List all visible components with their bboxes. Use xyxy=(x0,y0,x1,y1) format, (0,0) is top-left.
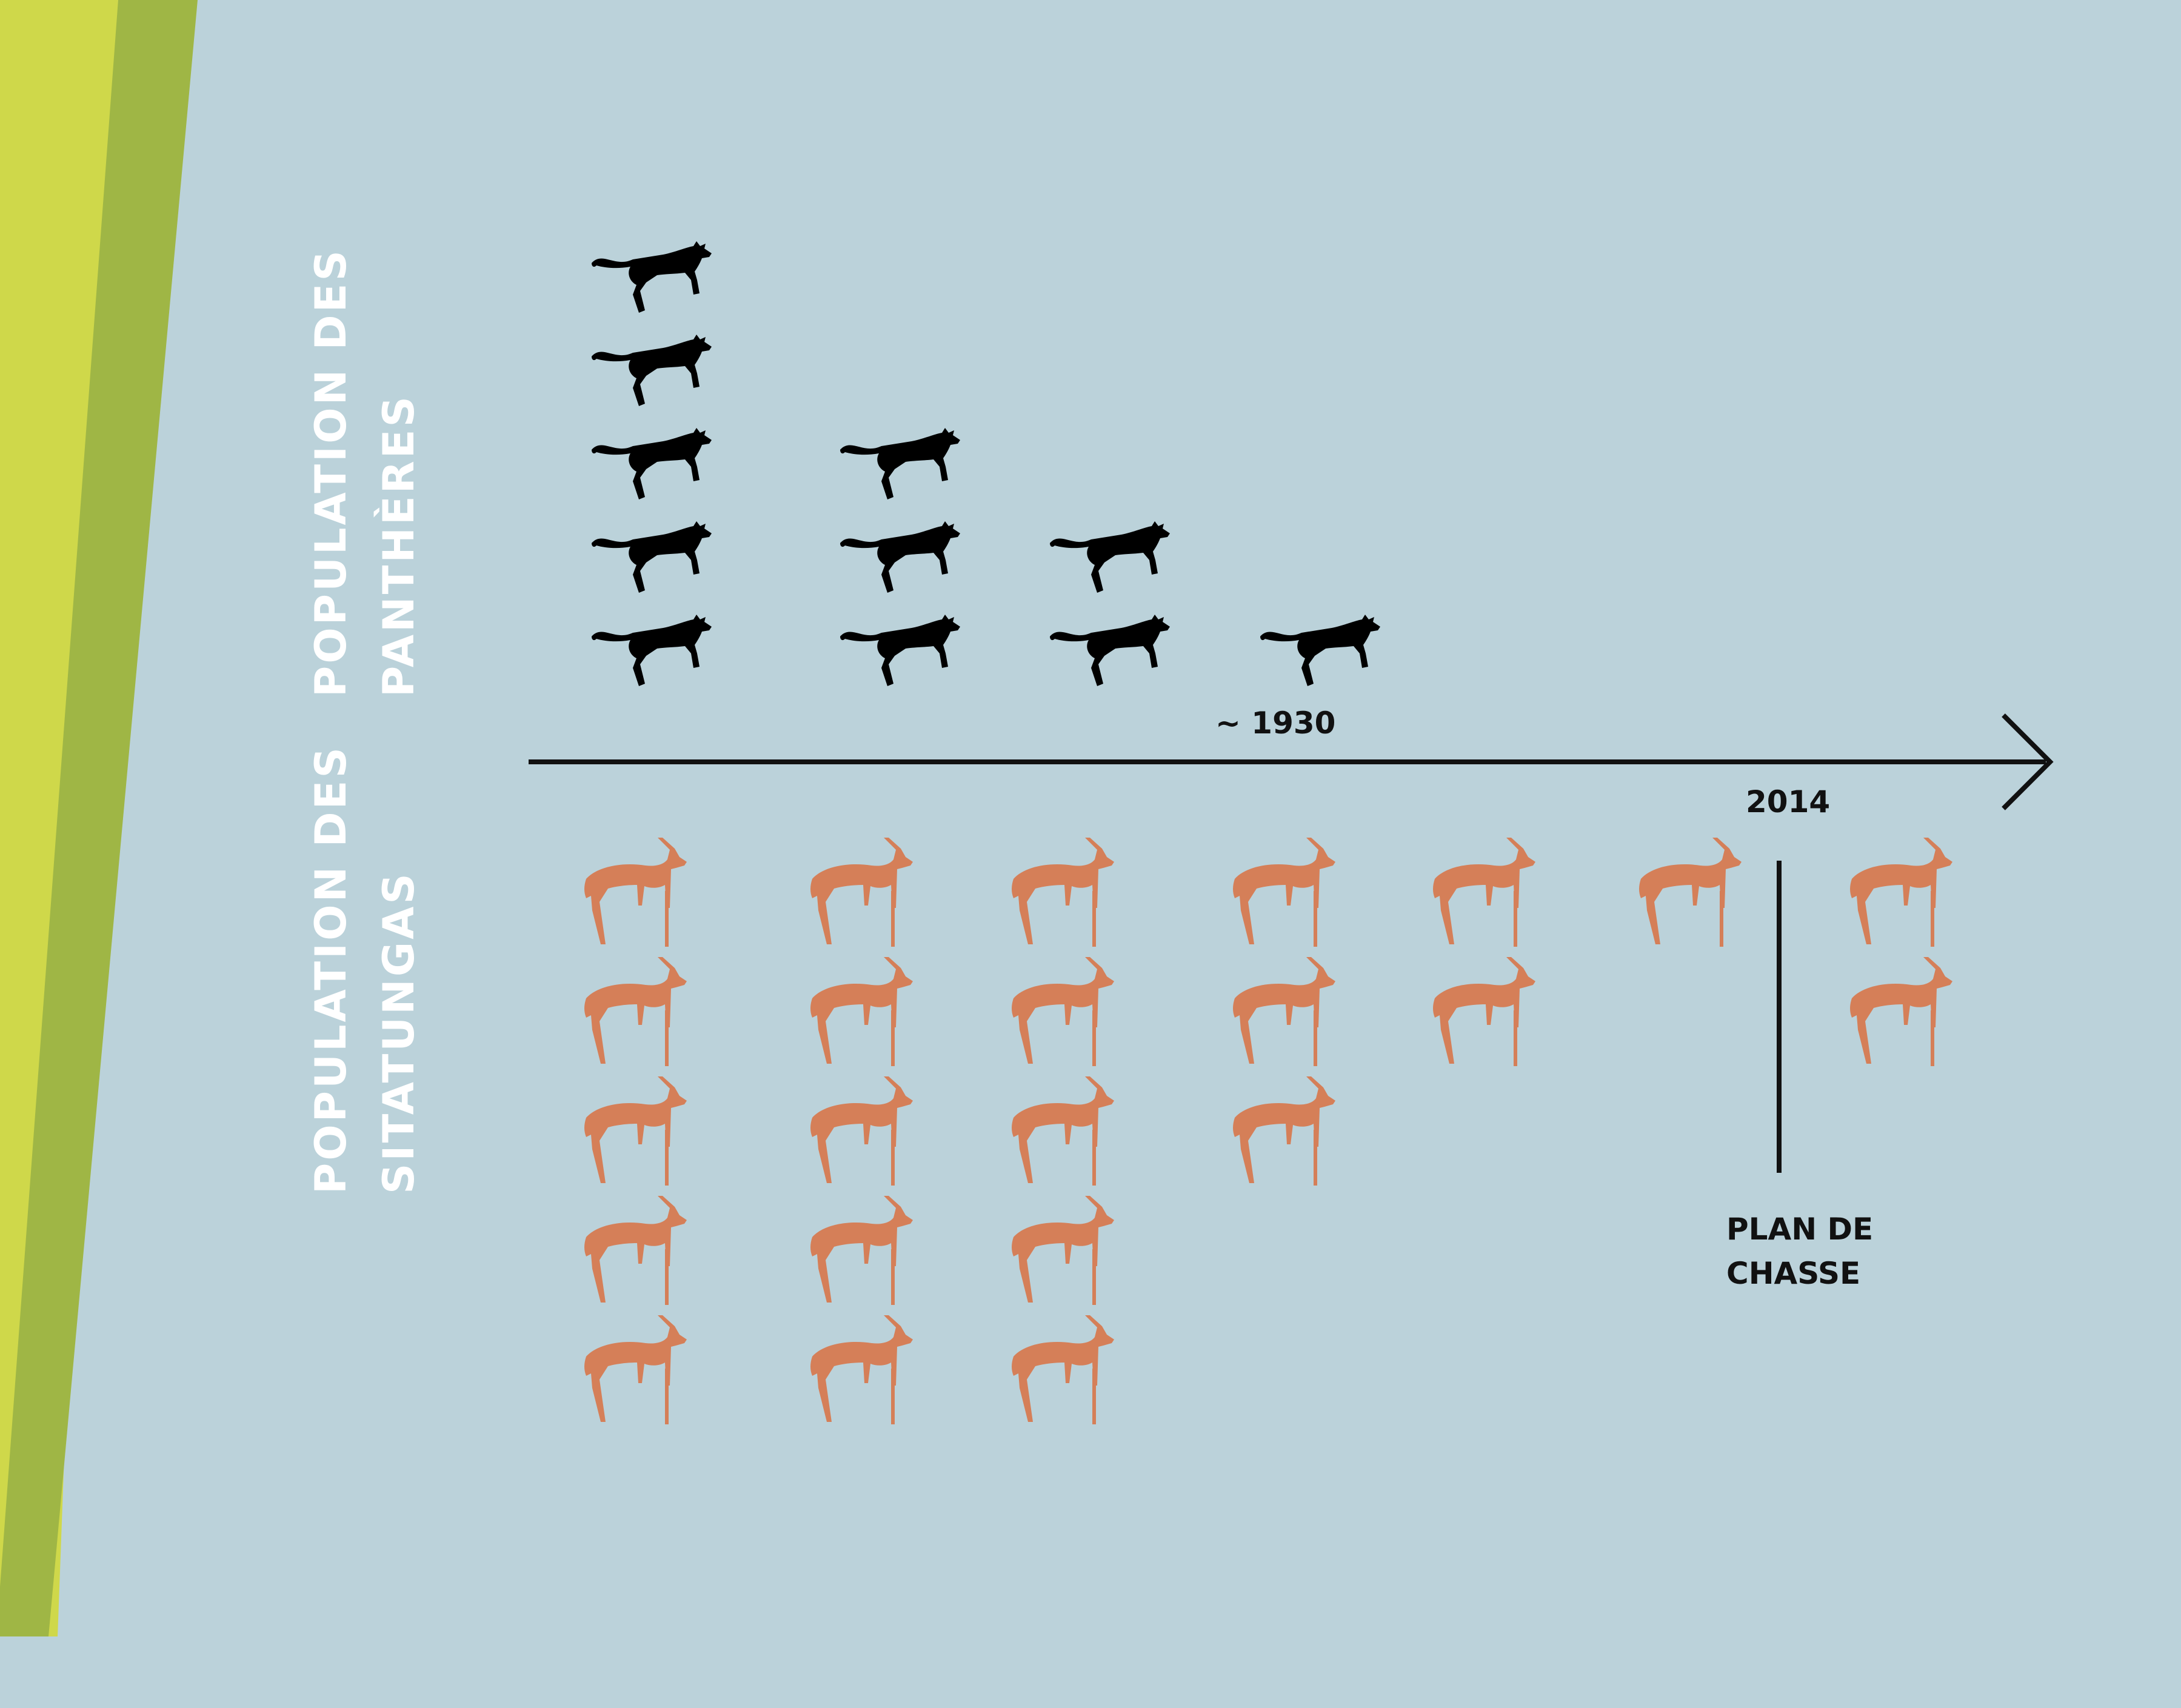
sitatunga-icon xyxy=(584,838,687,947)
sitatunga-icon xyxy=(810,957,913,1066)
sitatunga-icon xyxy=(1433,838,1535,947)
sitatunga-icon xyxy=(584,957,687,1066)
panther-icon xyxy=(592,521,712,593)
sitatungas-series-label: POPULATION DES SITATUNGAS xyxy=(306,745,424,1194)
sitatunga-icon xyxy=(584,1196,687,1305)
sitatunga-icon xyxy=(810,1315,913,1424)
hunting-plan-label: PLAN DE CHASSE xyxy=(1726,1212,1884,1291)
sitatunga-icon xyxy=(1012,1076,1114,1186)
sitatunga-icon xyxy=(1012,838,1114,947)
panther-icon xyxy=(592,241,712,313)
sitatunga-icon xyxy=(1233,838,1335,947)
panther-icon xyxy=(840,428,960,499)
panther-icon xyxy=(1050,615,1170,686)
marker-2014-label: 2014 xyxy=(1746,784,1830,819)
panther-icon xyxy=(592,615,712,686)
panthers-series-label: POPULATION DES PANTHÈRES xyxy=(306,248,424,697)
sitatunga-icon xyxy=(1639,838,1742,947)
sitatunga-icon xyxy=(1433,957,1535,1066)
panther-icon xyxy=(1260,615,1380,686)
hunting-plan-label-line-2: CHASSE xyxy=(1726,1256,1860,1291)
hunting-plan-label-line-1: PLAN DE xyxy=(1726,1212,1873,1247)
panthers-label-line-1: POPULATION DES xyxy=(306,248,356,697)
sitatunga-icon xyxy=(584,1315,687,1424)
sitatunga-icon xyxy=(1850,957,1952,1066)
sitatunga-icon xyxy=(584,1076,687,1186)
timeline-arrowhead xyxy=(2002,713,2054,810)
sitatunga-icon xyxy=(1233,957,1335,1066)
sitatungas-label-line-1: POPULATION DES xyxy=(306,745,356,1194)
sitatunga-icon xyxy=(810,1076,913,1186)
panther-icon xyxy=(840,521,960,593)
sitatungas-label-line-2: SITATUNGAS xyxy=(374,871,424,1194)
sitatunga-icon xyxy=(1850,838,1952,947)
panthers-label-line-2: PANTHÈRES xyxy=(374,394,424,697)
panther-icon xyxy=(592,335,712,406)
panther-icon xyxy=(592,428,712,499)
marker-1930-label: ~ 1930 xyxy=(1215,706,1335,741)
panther-icons xyxy=(592,241,1380,686)
panther-icon xyxy=(1050,521,1170,593)
sitatunga-icon xyxy=(1012,1315,1114,1424)
sitatunga-icon xyxy=(1012,957,1114,1066)
decorative-stripe-dark xyxy=(0,0,198,1636)
panther-icon xyxy=(840,615,960,686)
sitatunga-icon xyxy=(1233,1076,1335,1186)
sitatunga-icon xyxy=(1012,1196,1114,1305)
sitatunga-icons xyxy=(584,838,1952,1424)
sitatunga-icon xyxy=(810,838,913,947)
sitatunga-icon xyxy=(810,1196,913,1305)
